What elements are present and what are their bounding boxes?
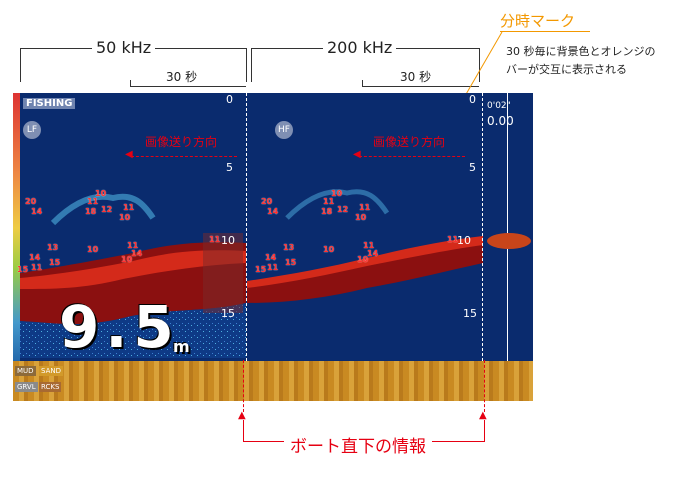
lf-pane: FISHING LF 画像送り方向 ◀ 0 5 10 15 9.5 m 10 1… — [13, 93, 246, 401]
hf-echo-image — [247, 93, 483, 363]
boat-arrow-right: ▲ — [479, 410, 487, 421]
fish-mark: 11 — [447, 235, 459, 244]
fish-mark: 11 — [209, 235, 221, 244]
fish-mark: 12 — [101, 205, 113, 214]
depth-tick-5-lf: 5 — [226, 161, 233, 174]
fish-mark: 10 — [323, 245, 335, 254]
boat-info-right-dash — [484, 360, 485, 412]
fish-mark: 14 — [265, 253, 277, 262]
boat-info-left-dash — [243, 360, 244, 412]
fish-mark: 14 — [131, 249, 143, 258]
lf-hf-divider — [246, 93, 247, 401]
hf-time-divider — [482, 93, 483, 401]
legend-sand: SAND — [39, 366, 63, 376]
fish-mark: 11 — [127, 241, 139, 250]
fish-mark: 14 — [367, 249, 379, 258]
hf-badge: HF — [275, 121, 293, 139]
fish-mark: 20 — [261, 197, 273, 206]
fish-mark: 10 — [357, 255, 369, 264]
scroll-arrowhead-left: ◀ — [125, 149, 133, 160]
fish-mark: 18 — [85, 207, 97, 216]
time-mark-desc-1: 30 秒毎に背景色とオレンジの — [506, 45, 656, 58]
seabed-strip — [13, 361, 533, 401]
boat-bracket-right — [484, 420, 485, 442]
depth-tick-0-hf: 0 — [469, 93, 476, 106]
interval-left-line — [130, 86, 246, 87]
boat-bracket-left — [243, 420, 244, 442]
interval-right-tick — [362, 80, 363, 87]
boat-info-label: ボート直下の情報 — [284, 432, 432, 457]
lf-echo-image — [20, 93, 246, 363]
fish-mark: 11 — [323, 197, 335, 206]
depth-tick-0-lf: 0 — [226, 93, 233, 106]
hf-bracket-right — [479, 48, 480, 82]
fish-mark: 11 — [359, 203, 371, 212]
scroll-dir-right: 画像送り方向 — [373, 135, 446, 149]
fish-mark: 18 — [321, 207, 333, 216]
sonar-screen: FISHING LF 画像送り方向 ◀ 0 5 10 15 9.5 m 10 1… — [13, 93, 533, 401]
time-mark-desc-2: バーが交互に表示される — [506, 63, 627, 76]
scroll-arrow-right — [359, 156, 465, 157]
fish-mark: 15 — [49, 258, 61, 267]
legend-gravel: GRVL — [15, 382, 38, 392]
depth-tick-15-hf: 15 — [463, 307, 477, 320]
fish-mark: 15 — [285, 258, 297, 267]
hf-bracket-left — [251, 48, 252, 82]
legend-mud: MUD — [15, 366, 36, 376]
lf-bracket-left — [20, 48, 21, 82]
time-top: 0'02" — [487, 101, 511, 111]
fish-mark: 11 — [31, 263, 43, 272]
fish-mark: 13 — [47, 243, 59, 252]
depth-tick-10-hf: 10 — [457, 234, 471, 247]
fish-mark: 10 — [355, 213, 367, 222]
fish-mark: 11 — [363, 241, 375, 250]
depth-unit: m — [173, 337, 190, 356]
interval-left-label: 30 秒 — [166, 70, 198, 84]
time-mark-title: 分時マーク — [500, 12, 576, 30]
zoom-marker — [487, 233, 531, 249]
fish-mark: 20 — [25, 197, 37, 206]
fish-mark: 12 — [337, 205, 349, 214]
fish-mark: 14 — [29, 253, 41, 262]
fish-mark: 15 — [255, 265, 267, 274]
fish-mark: 14 — [267, 207, 279, 216]
fish-mark: 13 — [283, 243, 295, 252]
fish-mark: 11 — [123, 203, 135, 212]
time-value: 0.00 — [487, 114, 514, 128]
scroll-arrow-left — [131, 156, 237, 157]
fish-mark: 10 — [87, 245, 99, 254]
fish-mark: 14 — [31, 207, 43, 216]
fish-mark: 10 — [331, 189, 343, 198]
interval-right-label: 30 秒 — [400, 70, 432, 84]
bottom-legend: MUD SAND GRVL RCKS — [15, 364, 65, 398]
depth-tick-5-hf: 5 — [469, 161, 476, 174]
fish-mark: 15 — [17, 265, 29, 274]
interval-right-line — [362, 86, 479, 87]
freq-low-label: 50 kHz — [92, 38, 156, 57]
fish-mark: 11 — [267, 263, 279, 272]
freq-high-label: 200 kHz — [323, 38, 397, 57]
mode-label: FISHING — [23, 98, 76, 109]
time-mark-leader — [464, 31, 503, 97]
fish-mark: 10 — [121, 255, 133, 264]
scroll-dir-left: 画像送り方向 — [145, 135, 218, 149]
fish-mark: 11 — [87, 197, 99, 206]
depth-tick-15-lf: 15 — [221, 307, 235, 320]
color-scale — [13, 93, 20, 363]
time-column: 0'02" 0.00 — [483, 93, 533, 401]
legend-rocks: RCKS — [39, 382, 62, 392]
time-mark-underline — [500, 31, 590, 32]
interval-left-tick — [130, 80, 131, 87]
lf-bracket-right — [246, 48, 247, 82]
depth-tick-10-lf: 10 — [221, 234, 235, 247]
boat-arrow-left: ▲ — [238, 410, 246, 421]
lf-badge: LF — [23, 121, 41, 139]
fish-mark: 10 — [119, 213, 131, 222]
hf-pane: HF 画像送り方向 ◀ 0 5 10 15 10 11 18 20 14 12 … — [247, 93, 483, 401]
scroll-arrowhead-right: ◀ — [353, 149, 361, 160]
depth-readout: 9.5 — [59, 293, 180, 361]
fish-mark: 10 — [95, 189, 107, 198]
